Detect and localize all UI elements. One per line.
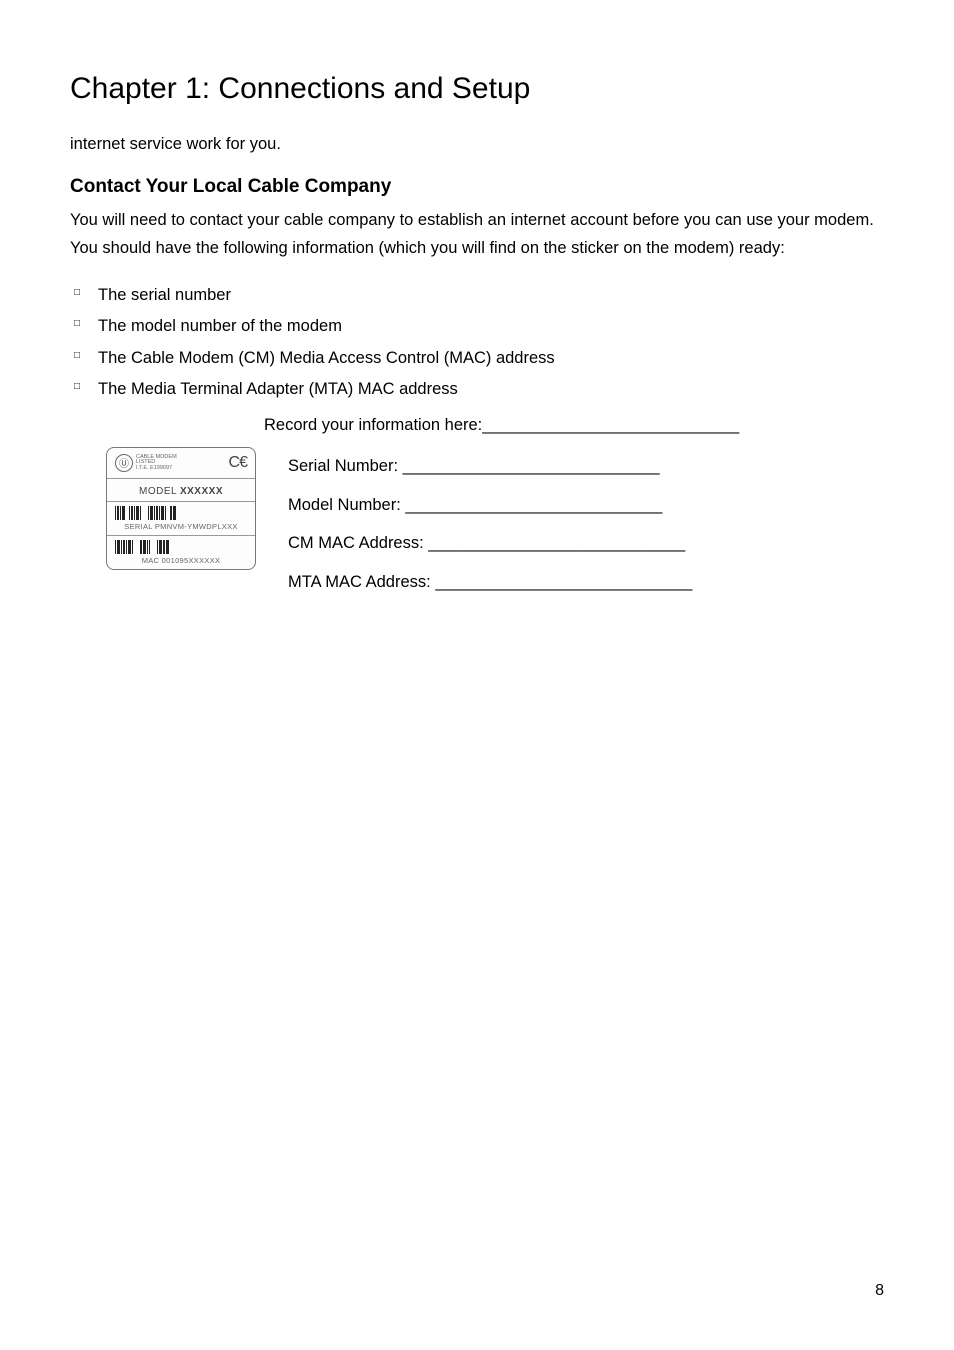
sticker-row-mac: MAC 001095XXXXXX [107, 536, 255, 569]
ce-mark-icon: C€ [229, 454, 247, 472]
list-item: The model number of the modem [98, 311, 884, 342]
list-item: The serial number [98, 280, 884, 311]
field-mta-mac: MTA MAC Address: _______________________… [288, 563, 884, 602]
model-text: MODEL XXXXXX [139, 483, 223, 497]
modem-sticker-illustration: Ⓤ CABLE MODEM LISTED I.T.E. E199097 C€ M… [106, 447, 256, 570]
info-bullet-list: The serial number The model number of th… [70, 280, 884, 405]
ul-text: CABLE MODEM LISTED I.T.E. E199097 [136, 455, 177, 472]
ul-listed-badge: Ⓤ CABLE MODEM LISTED I.T.E. E199097 [115, 454, 177, 472]
model-label: MODEL [139, 486, 177, 497]
chapter-title: Chapter 1: Connections and Setup [70, 72, 884, 106]
field-cm-mac: CM MAC Address: ________________________… [288, 524, 884, 563]
barcode-icon [113, 540, 249, 554]
list-item: The Media Terminal Adapter (MTA) MAC add… [98, 374, 884, 405]
mac-fine-text: MAC 001095XXXXXX [142, 556, 221, 565]
serial-fine-text: SERIAL PMNVM-YMWDPLXXX [124, 522, 237, 531]
field-model: Model Number: __________________________… [288, 486, 884, 525]
record-fields: Serial Number: _________________________… [288, 447, 884, 602]
ul-line: I.T.E. E199097 [136, 466, 177, 472]
sticker-row-serial: SERIAL PMNVM-YMWDPLXXX [107, 502, 255, 536]
label-and-fields-row: Ⓤ CABLE MODEM LISTED I.T.E. E199097 C€ M… [70, 447, 884, 602]
intro-text: internet service work for you. [70, 130, 884, 158]
sticker-row-certifications: Ⓤ CABLE MODEM LISTED I.T.E. E199097 C€ [107, 448, 255, 479]
model-value: XXXXXX [180, 486, 223, 497]
list-item: The Cable Modem (CM) Media Access Contro… [98, 343, 884, 374]
section-title: Contact Your Local Cable Company [70, 176, 884, 198]
sticker-row-model: MODEL XXXXXX [107, 479, 255, 502]
field-serial: Serial Number: _________________________… [288, 447, 884, 486]
section-body: You will need to contact your cable comp… [70, 206, 884, 262]
barcode-icon [113, 506, 249, 520]
ul-circle-icon: Ⓤ [115, 454, 133, 472]
page-number: 8 [875, 1282, 884, 1300]
record-info-line: Record your information here:___________… [70, 410, 884, 441]
